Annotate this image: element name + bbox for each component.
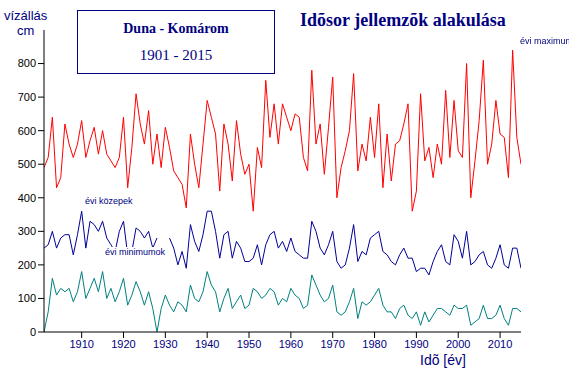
html-text:évi minimumok: évi minimumok — [105, 247, 165, 257]
html-text:1901 - 2015: 1901 - 2015 — [139, 47, 213, 63]
svg-text:1980: 1980 — [362, 338, 386, 350]
html-text:évi közepek: évi közepek — [85, 196, 133, 206]
svg-text:1920: 1920 — [111, 338, 135, 350]
svg-text:700: 700 — [18, 91, 36, 103]
html-text:Duna - Komárom: Duna - Komárom — [123, 21, 229, 36]
html-text:cm: cm — [17, 23, 35, 38]
html-text:Idõsor jellemzõk alakulása: Idõsor jellemzõk alakulása — [300, 10, 506, 30]
svg-text:2000: 2000 — [446, 338, 470, 350]
svg-text:1910: 1910 — [69, 338, 93, 350]
svg-text:0: 0 — [30, 326, 36, 338]
html-text:vízállás: vízállás — [4, 8, 48, 23]
svg-text:1960: 1960 — [279, 338, 303, 350]
svg-text:600: 600 — [18, 125, 36, 137]
svg-text:500: 500 — [18, 158, 36, 170]
svg-text:400: 400 — [18, 192, 36, 204]
html-text:Idõ [év]: Idõ [év] — [420, 352, 466, 368]
svg-text:2010: 2010 — [488, 338, 512, 350]
svg-text:1930: 1930 — [153, 338, 177, 350]
svg-text:800: 800 — [18, 57, 36, 69]
svg-text:1940: 1940 — [195, 338, 219, 350]
svg-text:100: 100 — [18, 292, 36, 304]
svg-text:1950: 1950 — [237, 338, 261, 350]
svg-text:300: 300 — [18, 225, 36, 237]
svg-text:1970: 1970 — [320, 338, 344, 350]
svg-text:1990: 1990 — [404, 338, 428, 350]
svg-text:200: 200 — [18, 259, 36, 271]
